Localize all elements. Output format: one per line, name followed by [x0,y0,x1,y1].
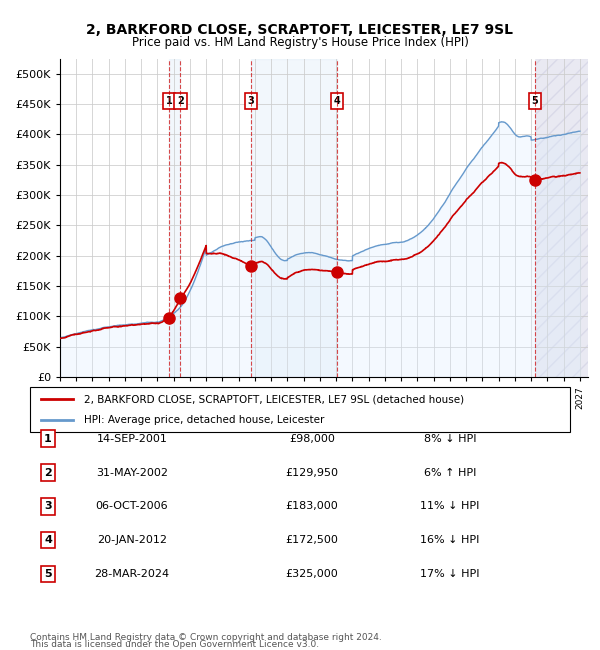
Text: 28-MAR-2024: 28-MAR-2024 [94,569,170,579]
Text: Price paid vs. HM Land Registry's House Price Index (HPI): Price paid vs. HM Land Registry's House … [131,36,469,49]
Text: 3: 3 [248,96,254,106]
Text: Contains HM Land Registry data © Crown copyright and database right 2024.: Contains HM Land Registry data © Crown c… [30,633,382,642]
Text: 1: 1 [44,434,52,444]
Text: £325,000: £325,000 [286,569,338,579]
Text: 14-SEP-2001: 14-SEP-2001 [97,434,167,444]
Text: 06-OCT-2006: 06-OCT-2006 [95,501,169,512]
Bar [535,58,588,377]
Text: 1: 1 [166,96,172,106]
Bar [251,58,337,377]
Text: £172,500: £172,500 [286,535,338,545]
Text: 5: 5 [44,569,52,579]
Text: 2, BARKFORD CLOSE, SCRAPTOFT, LEICESTER, LE7 9SL: 2, BARKFORD CLOSE, SCRAPTOFT, LEICESTER,… [86,23,514,37]
Text: 16% ↓ HPI: 16% ↓ HPI [421,535,479,545]
FancyBboxPatch shape [30,387,570,432]
Text: £98,000: £98,000 [289,434,335,444]
Text: 20-JAN-2012: 20-JAN-2012 [97,535,167,545]
Text: 2, BARKFORD CLOSE, SCRAPTOFT, LEICESTER, LE7 9SL (detached house): 2, BARKFORD CLOSE, SCRAPTOFT, LEICESTER,… [84,395,464,404]
Text: HPI: Average price, detached house, Leicester: HPI: Average price, detached house, Leic… [84,415,325,424]
Text: 2: 2 [44,467,52,478]
Text: 3: 3 [44,501,52,512]
Text: 11% ↓ HPI: 11% ↓ HPI [421,501,479,512]
Text: 6% ↑ HPI: 6% ↑ HPI [424,467,476,478]
Text: 31-MAY-2002: 31-MAY-2002 [96,467,168,478]
Text: £183,000: £183,000 [286,501,338,512]
Bar [169,58,181,377]
Text: This data is licensed under the Open Government Licence v3.0.: This data is licensed under the Open Gov… [30,640,319,649]
Bar [535,58,580,377]
Text: 4: 4 [334,96,340,106]
Text: 4: 4 [44,535,52,545]
Text: 5: 5 [532,96,538,106]
Text: £129,950: £129,950 [286,467,338,478]
Text: 2: 2 [177,96,184,106]
Text: 8% ↓ HPI: 8% ↓ HPI [424,434,476,444]
Text: 17% ↓ HPI: 17% ↓ HPI [420,569,480,579]
